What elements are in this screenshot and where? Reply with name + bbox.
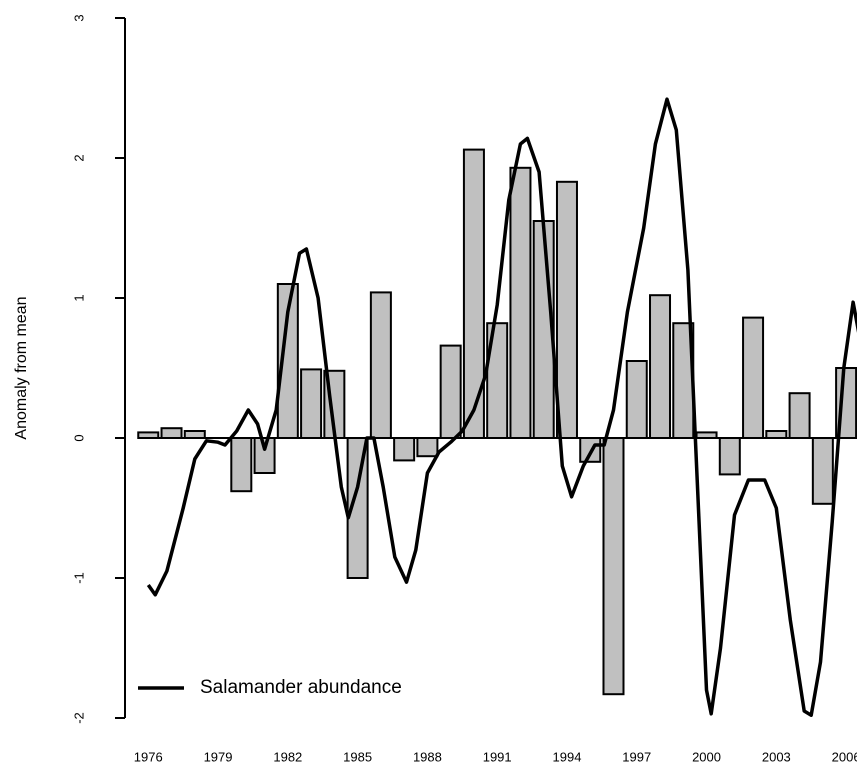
x-tick-label: 1991: [483, 749, 512, 764]
bar: [602, 437, 625, 696]
x-tick-label: 2000: [692, 749, 721, 764]
y-tick-label: 3: [71, 14, 86, 21]
x-tick-label: 1988: [413, 749, 442, 764]
x-tick-label: 2003: [762, 749, 791, 764]
y-tick-label: 2: [71, 154, 86, 161]
y-tick-label: 1: [71, 294, 86, 301]
y-tick-label: -2: [71, 712, 86, 724]
x-tick-label: 1979: [204, 749, 233, 764]
bar: [183, 430, 206, 439]
bar: [462, 148, 485, 439]
x-tick-label: 1976: [134, 749, 163, 764]
bar: [765, 430, 788, 439]
bar: [509, 166, 532, 440]
bar: [788, 392, 811, 440]
bar: [555, 180, 578, 440]
x-tick-label: 1994: [553, 749, 582, 764]
x-tick-label: 1997: [622, 749, 651, 764]
bar: [439, 344, 462, 440]
bar: [811, 437, 834, 505]
bar: [369, 291, 392, 439]
x-tick-label: 1985: [343, 749, 372, 764]
y-tick-label: 0: [71, 434, 86, 441]
x-tick-label: 2006: [832, 749, 857, 764]
x-tick-label: 1982: [273, 749, 302, 764]
bar: [300, 368, 323, 439]
bar: [718, 437, 741, 476]
bar: [230, 437, 253, 493]
bar: [742, 316, 765, 440]
bar: [649, 294, 672, 440]
bar: [625, 360, 648, 439]
bar: [393, 437, 416, 462]
plot-area: [137, 97, 857, 717]
abundance-line: [146, 97, 857, 717]
y-tick-label: -1: [71, 572, 86, 584]
legend-label: Salamander abundance: [200, 677, 402, 698]
y-axis-label: Anomaly from mean: [13, 296, 30, 439]
bar: [416, 437, 439, 458]
bar: [160, 427, 183, 440]
